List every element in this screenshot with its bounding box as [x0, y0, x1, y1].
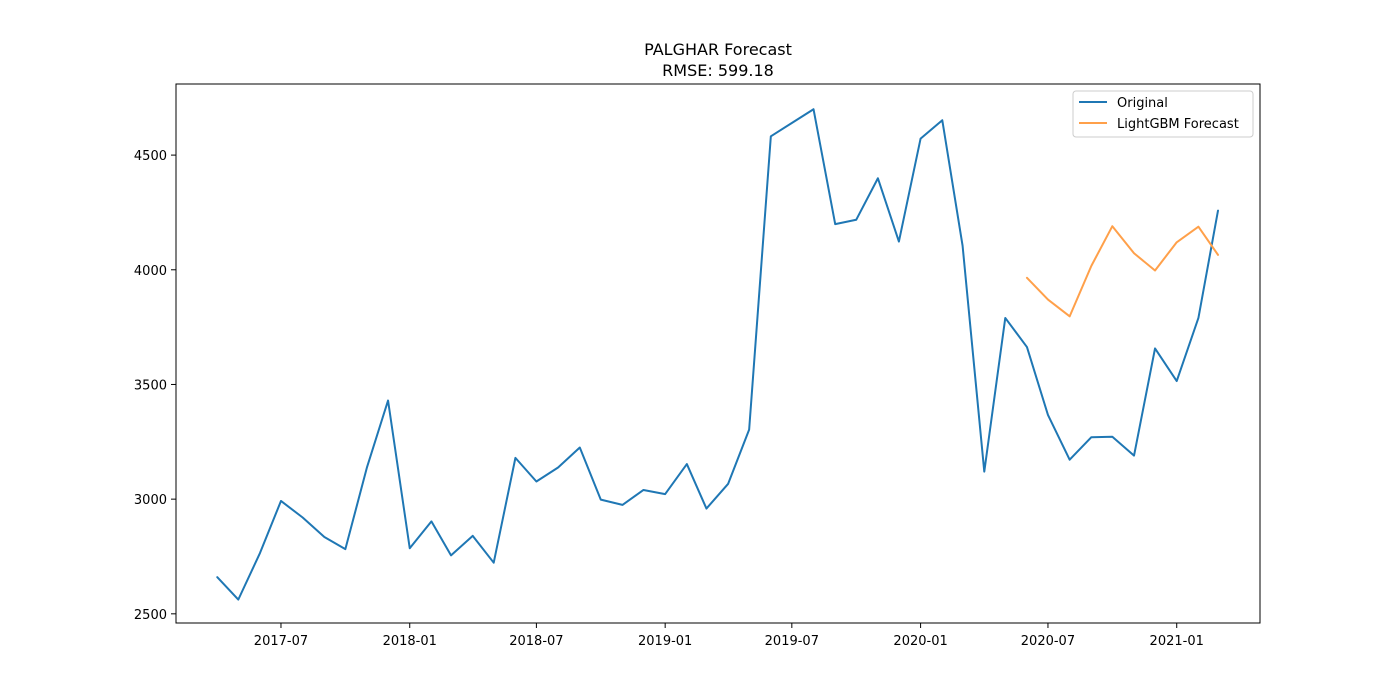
series-line-original: [216, 108, 1220, 601]
chart-title: PALGHAR Forecast: [644, 40, 792, 59]
legend-box: [1072, 90, 1254, 138]
legend-label: Original: [1117, 96, 1168, 111]
y-tick-label: 4000: [134, 264, 167, 279]
y-tick-label: 3000: [134, 493, 167, 508]
legend: Original LightGBM Forecast: [1072, 90, 1254, 138]
x-tick-label: 2018-01: [383, 634, 437, 649]
axes: 2017-07 2018-01 2018-07 2019-01 2019-07 2020-…: [134, 83, 1261, 649]
y-tick-label: 4500: [134, 149, 167, 164]
x-tick-label: 2018-07: [509, 634, 563, 649]
legend-label: LightGBM Forecast: [1117, 117, 1239, 132]
x-tick-label: 2017-07: [254, 634, 308, 649]
series-line-lightgbm-forecast: [1025, 225, 1220, 318]
x-tick-label: 2020-01: [893, 634, 947, 649]
x-tick-label: 2021-01: [1150, 634, 1204, 649]
axes-frame: [175, 83, 1261, 624]
plot-area: [216, 108, 1220, 601]
x-tick-label: 2019-07: [765, 634, 819, 649]
y-tick-label: 2500: [134, 608, 167, 623]
chart-subtitle: RMSE: 599.18: [662, 61, 774, 80]
x-tick-label: 2020-07: [1021, 634, 1075, 649]
y-tick-label: 3500: [134, 378, 167, 393]
x-tick-label: 2019-01: [638, 634, 692, 649]
